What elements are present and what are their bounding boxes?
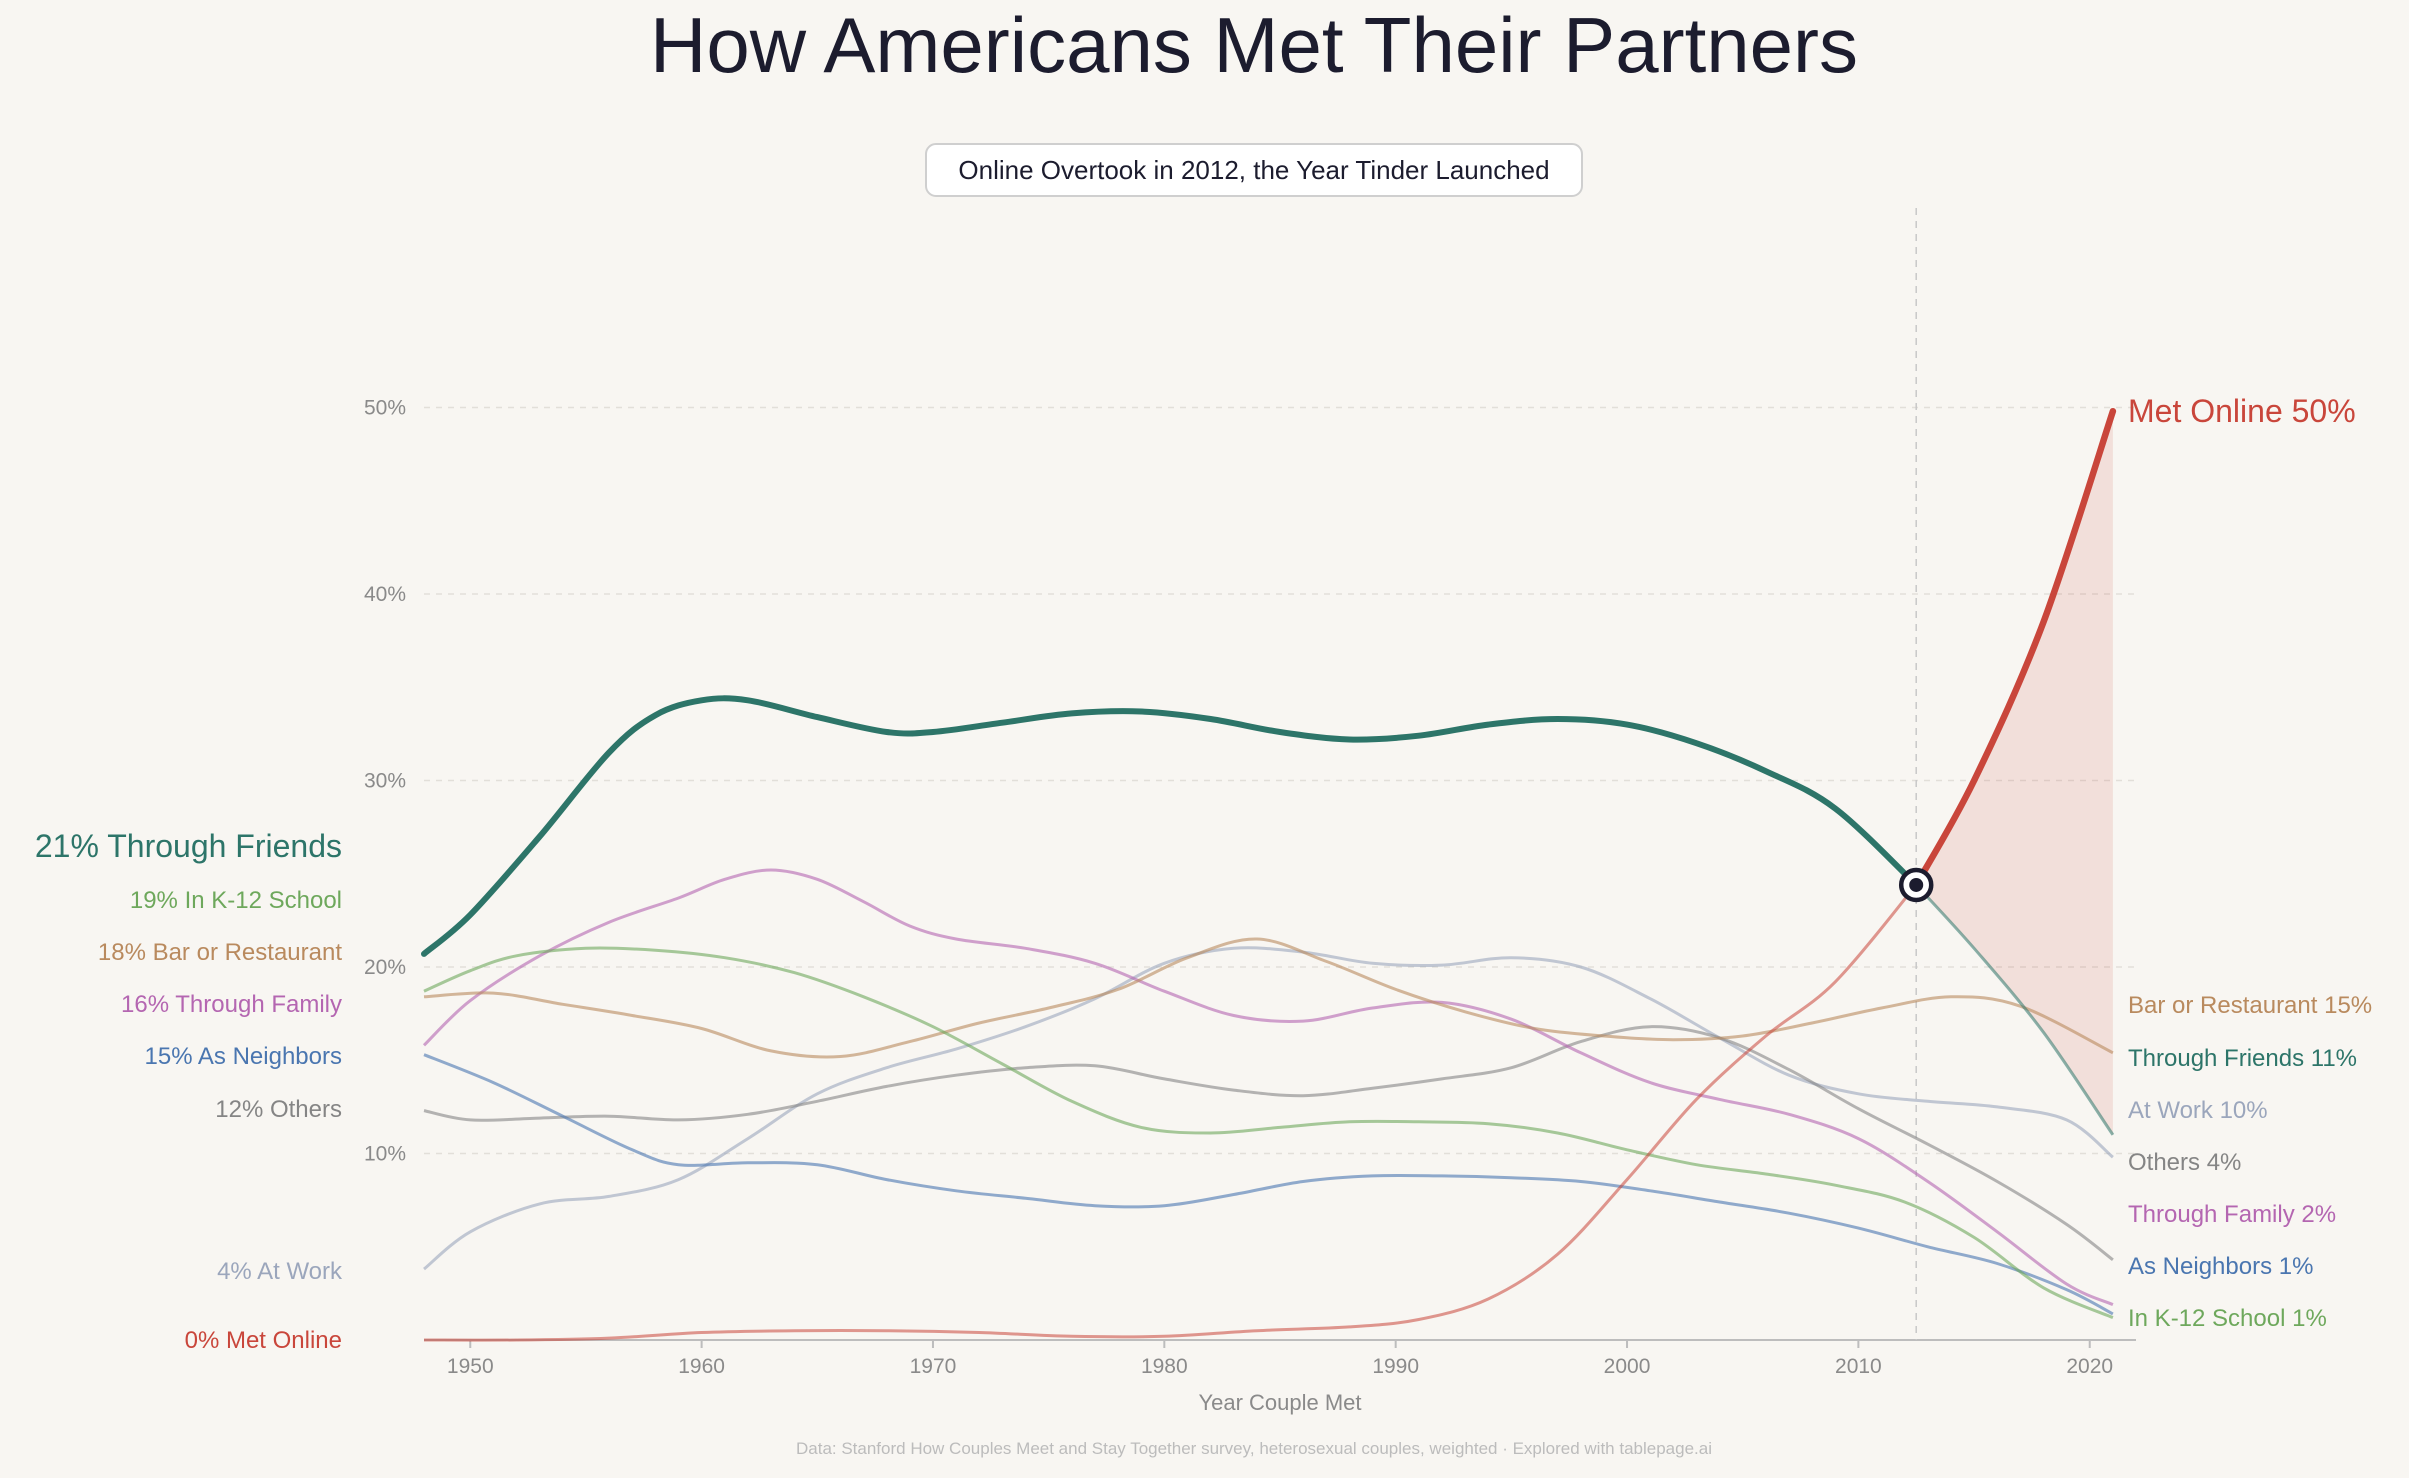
chart-subtitle: Online Overtook in 2012, the Year Tinder… <box>958 155 1549 185</box>
x-tick-label: 1950 <box>447 1355 494 1378</box>
crossover-marker <box>1898 867 1934 903</box>
series-line-through-family <box>422 868 2114 1306</box>
x-axis-label: Year Couple Met <box>1198 1390 1361 1415</box>
end-label-others: Others 4% <box>2128 1149 2241 1176</box>
start-label-others: 12% Others <box>215 1096 342 1123</box>
online-gap-area <box>1916 411 2113 1135</box>
y-tick-label: 20% <box>364 956 406 979</box>
chart-title: How Americans Met Their Partners <box>650 1 1858 89</box>
start-label-in-k-12-school: 19% In K-12 School <box>130 887 342 914</box>
start-labels: 21% Through Friends 19% In K-12 School 18%… <box>35 828 343 1354</box>
end-label-as-neighbors: As Neighbors 1% <box>2128 1253 2313 1280</box>
online-gap-fill <box>1916 411 2113 1135</box>
end-label-in-k-12-school: In K-12 School 1% <box>2128 1305 2327 1332</box>
series-line-others <box>423 1025 2114 1261</box>
x-tick-label: 2010 <box>1835 1355 1882 1378</box>
x-tick-label: 1970 <box>910 1355 957 1378</box>
start-label-through-friends: 21% Through Friends <box>35 828 342 864</box>
series-line-in-k-12-school <box>423 946 2114 1319</box>
gridlines <box>424 406 2136 1155</box>
series-line-through-friends <box>421 695 1920 957</box>
end-label-through-friends: Through Friends 11% <box>2128 1045 2357 1072</box>
crossover-marker-dot <box>1909 877 1924 892</box>
end-label-through-family: Through Family 2% <box>2128 1201 2336 1228</box>
series-line-met-online <box>423 883 1918 1342</box>
y-tick-label: 30% <box>364 770 406 793</box>
start-label-at-work: 4% At Work <box>217 1258 343 1285</box>
x-tick-label: 1960 <box>678 1355 725 1378</box>
series-line-met-online-after <box>1912 407 2117 889</box>
end-label-at-work: At Work 10% <box>2128 1097 2268 1124</box>
start-label-through-family: 16% Through Family <box>121 991 342 1018</box>
y-tick-label: 40% <box>364 583 406 606</box>
series-line-as-neighbors <box>423 1053 2114 1316</box>
y-tick-label: 10% <box>364 1143 406 1166</box>
subtitle-box: Online Overtook in 2012, the Year Tinder… <box>925 143 1583 197</box>
x-axis: 1950 1960 1970 1980 1990 2000 2010 2020 <box>424 1339 2136 1378</box>
x-tick-label: 1980 <box>1141 1355 1188 1378</box>
series-line-at-work <box>423 946 2114 1271</box>
series-line-bar-or-restaurant <box>423 937 2114 1059</box>
start-label-met-online: 0% Met Online <box>185 1327 342 1354</box>
x-tick-label: 2000 <box>1604 1355 1651 1378</box>
end-label-bar-or-restaurant: Bar or Restaurant 15% <box>2128 992 2372 1019</box>
end-labels: Through Friends 11% In K-12 School 1% Bar … <box>2128 393 2372 1332</box>
end-label-met-online: Met Online 50% <box>2128 393 2356 429</box>
series-line-through-friends-after <box>1915 883 2115 1136</box>
start-label-bar-or-restaurant: 18% Bar or Restaurant <box>98 939 342 966</box>
x-tick-label: 2020 <box>2066 1355 2113 1378</box>
chart-footer: Data: Stanford How Couples Meet and Stay… <box>796 1439 1712 1458</box>
x-tick-label: 1990 <box>1372 1355 1419 1378</box>
series-lines <box>421 407 2117 1342</box>
y-tick-label: 50% <box>364 397 406 420</box>
y-axis-ticks: 10% 20% 30% 40% 50% <box>364 397 406 1166</box>
start-label-as-neighbors: 15% As Neighbors <box>145 1043 342 1070</box>
